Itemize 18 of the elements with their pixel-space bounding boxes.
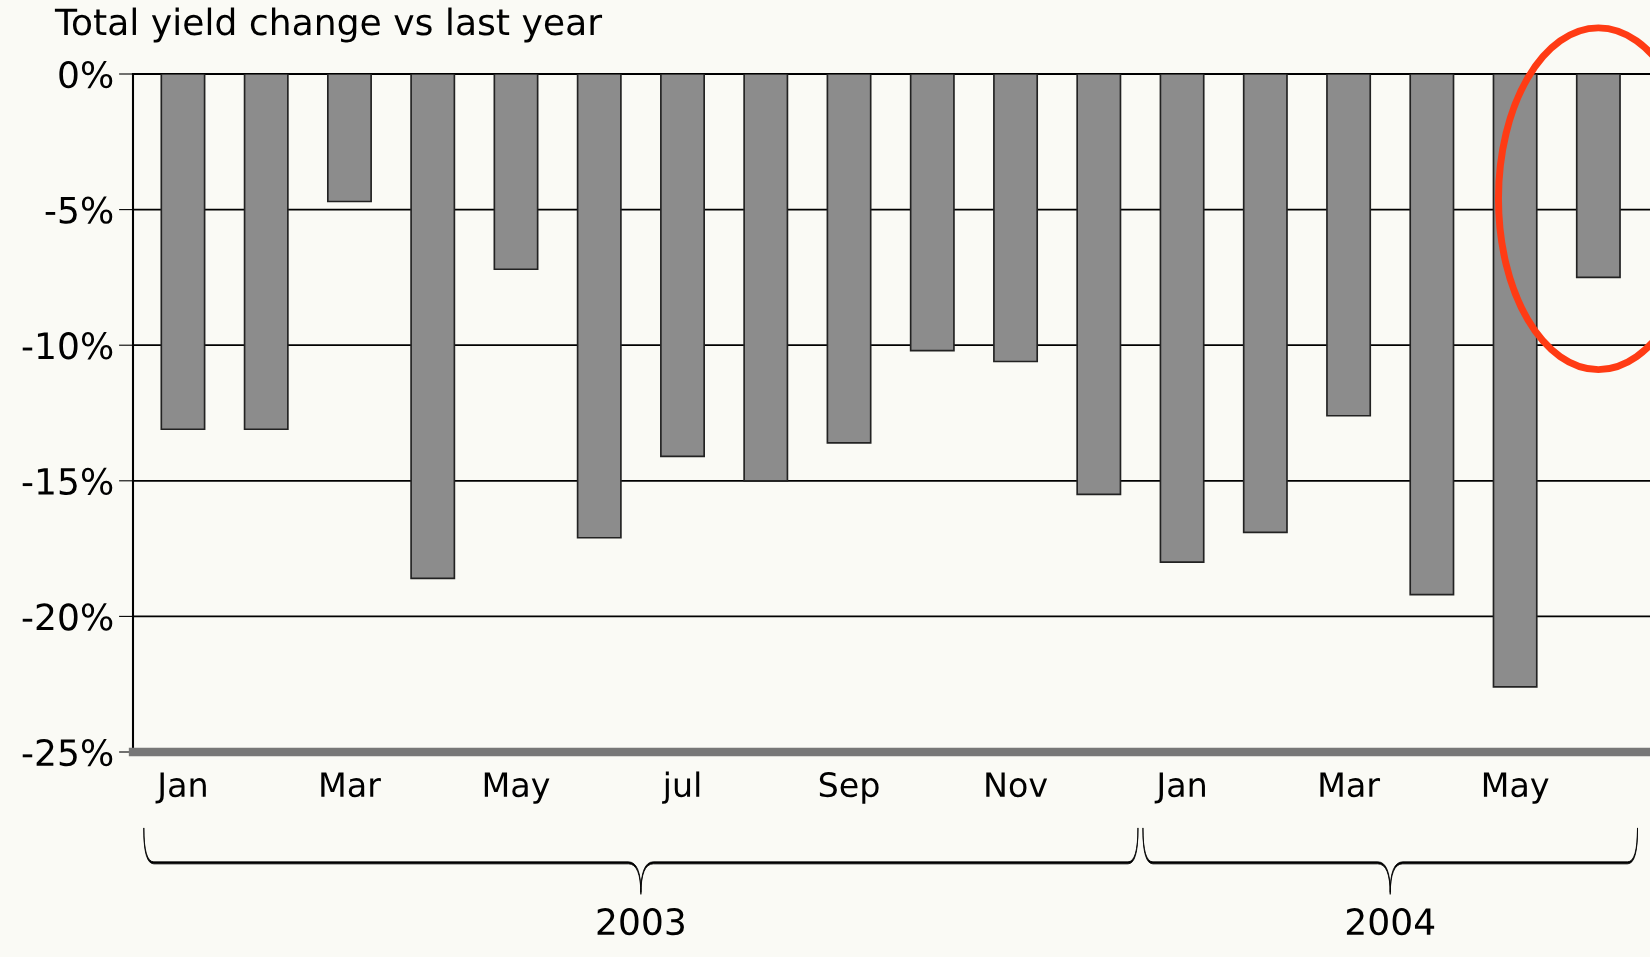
x-tick-label: May — [484, 772, 550, 804]
y-tick-label: -15% — [22, 467, 113, 496]
text: 2003 — [597, 908, 684, 936]
x-tick-label: Sep — [819, 772, 879, 804]
y-tick-label: -10% — [22, 332, 113, 360]
x-tick-label: Mar — [321, 772, 381, 798]
x-tick-label: Jan — [155, 772, 206, 804]
y-tick-label: -25% — [22, 738, 113, 767]
text: 2004 — [1346, 908, 1435, 936]
x-tick-label: May — [1483, 772, 1549, 804]
x-tick-label: Jan — [1154, 772, 1205, 804]
x-tick-label: jul — [662, 771, 700, 804]
x-tick-label: Mar — [1320, 772, 1381, 798]
y-tick-label: 0% — [59, 60, 113, 89]
y-tick-label: -5% — [45, 196, 113, 224]
chart-title: Total yield change vs last year — [54, 7, 603, 43]
y-tick-label: -20% — [22, 603, 113, 631]
x-tick-label: Nov — [986, 772, 1048, 798]
